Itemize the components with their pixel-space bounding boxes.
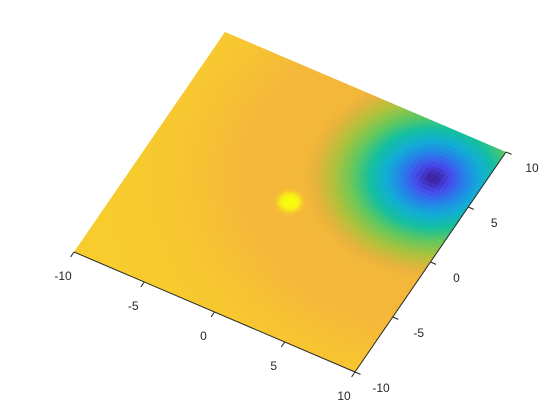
x-tick-mark (140, 281, 145, 288)
y-tick-label-mark (430, 261, 437, 265)
x-tick-label: 5 (270, 359, 277, 373)
y-tick-label: 0 (453, 271, 460, 285)
x-tick-mark (280, 341, 286, 348)
surface-peak (279, 193, 301, 211)
y-tick-label: 10 (525, 161, 539, 175)
surface (74, 32, 506, 372)
y-tick-label-mark (354, 371, 361, 375)
y-tick-label: -10 (372, 381, 390, 395)
y-tick-label-mark (505, 151, 512, 155)
y-tick-label: -5 (413, 326, 424, 340)
x-tick-label: -5 (128, 299, 139, 313)
x-tick-label: 10 (337, 389, 351, 403)
x-tick-mark (351, 371, 356, 378)
y-tick-label-mark (468, 206, 474, 210)
x-tick-mark (210, 311, 215, 318)
x-tick-mark (70, 251, 75, 258)
x-tick-label: 0 (200, 329, 207, 343)
x-tick-label: -10 (54, 269, 72, 283)
y-tick-label: 5 (491, 216, 498, 230)
y-tick-label-mark (392, 316, 399, 320)
